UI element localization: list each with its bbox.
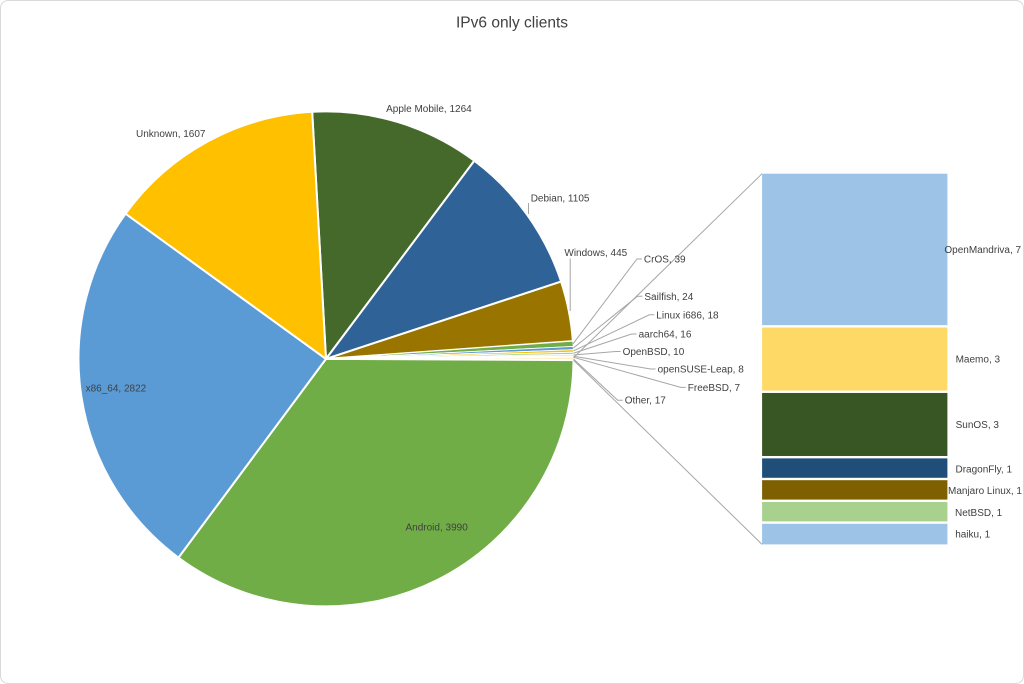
svg-text:Windows, 445: Windows, 445	[564, 248, 627, 259]
svg-text:Other, 17: Other, 17	[625, 396, 667, 407]
svg-text:Manjaro Linux, 1: Manjaro Linux, 1	[948, 486, 1022, 497]
svg-text:DragonFly, 1: DragonFly, 1	[956, 465, 1013, 476]
svg-text:Sailfish, 24: Sailfish, 24	[644, 292, 693, 303]
svg-text:NetBSD, 1: NetBSD, 1	[955, 508, 1003, 519]
svg-text:Debian, 1105: Debian, 1105	[531, 194, 590, 205]
svg-text:Android, 3990: Android, 3990	[406, 523, 469, 534]
svg-text:CrOS, 39: CrOS, 39	[644, 255, 686, 266]
svg-text:Unknown, 1607: Unknown, 1607	[136, 129, 206, 140]
svg-text:haiku, 1: haiku, 1	[955, 530, 990, 541]
svg-text:OpenMandriva, 7: OpenMandriva, 7	[944, 245, 1021, 256]
svg-text:Linux i686, 18: Linux i686, 18	[656, 310, 719, 321]
svg-text:OpenBSD, 10: OpenBSD, 10	[623, 347, 685, 358]
svg-text:Maemo, 3: Maemo, 3	[956, 355, 1001, 366]
svg-text:FreeBSD, 7: FreeBSD, 7	[688, 383, 741, 394]
svg-text:IPv6 only clients: IPv6 only clients	[456, 15, 568, 32]
svg-text:aarch64, 16: aarch64, 16	[639, 330, 692, 341]
svg-text:SunOS, 3: SunOS, 3	[956, 420, 1000, 431]
svg-text:openSUSE-Leap, 8: openSUSE-Leap, 8	[658, 365, 745, 376]
svg-text:Apple Mobile, 1264: Apple Mobile, 1264	[386, 104, 472, 115]
svg-text:x86_64, 2822: x86_64, 2822	[86, 384, 147, 395]
